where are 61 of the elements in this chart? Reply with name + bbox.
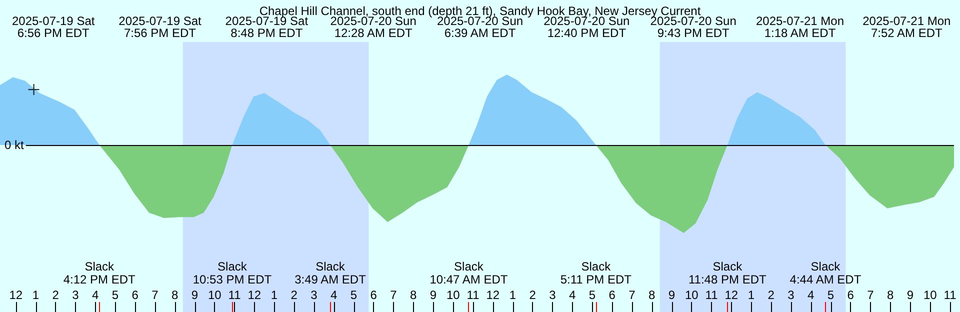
x-tick-label: 2: [768, 288, 775, 302]
x-tick-label: 10: [923, 288, 938, 302]
x-tick-label: 7: [867, 288, 874, 302]
x-tick-label: 5: [588, 288, 596, 302]
x-tick-label: 5: [112, 288, 119, 302]
x-tick-label: 6: [132, 288, 139, 302]
x-tick-label: 9: [668, 288, 676, 302]
x-tick-label: 3: [549, 288, 556, 302]
x-tick-label: 9: [430, 288, 437, 302]
x-tick-label: 4: [569, 288, 576, 302]
x-tick-label: 3: [310, 288, 318, 302]
ref-line-label: Slack 10:53 PM EDT: [192, 260, 272, 286]
text: 2025-07-19 Sat 6:56 PM EDT: [12, 14, 96, 40]
ref-line-label: Slack 4:44 AM EDT: [790, 260, 862, 286]
x-tick-label: 4: [330, 288, 338, 302]
x-tick-label: 6: [608, 288, 616, 302]
x-tick-label: 8: [172, 288, 179, 302]
x-tick-label: 12: [9, 288, 23, 302]
text: 2025-07-21 Mon 7:52 AM EDT: [862, 14, 951, 40]
x-tick-label: 11: [944, 288, 957, 302]
text: 2025-07-19 Sat 7:56 PM EDT: [118, 14, 202, 40]
x-tick-label: 10: [446, 288, 460, 302]
x-tick-label: 8: [887, 288, 894, 302]
x-tick-label: 12: [486, 288, 500, 302]
x-tick-label: 1: [509, 288, 516, 302]
ref-line-label: Slack 3:49 AM EDT: [294, 260, 367, 286]
x-tick-label: 10: [684, 288, 699, 302]
x-tick-label: 4: [92, 288, 100, 302]
x-tick-label: 8: [410, 288, 418, 302]
chart-title: Chapel Hill Channel, south end (depth 21 ft), Sandy Hook Bay, New Jersey Current: [259, 4, 702, 18]
x-tick-label: 3: [788, 288, 795, 302]
ref-line-label: Slack 10:47 AM EDT: [430, 260, 508, 286]
x-tick-label: 12: [724, 288, 738, 302]
x-tick-label: 1: [270, 288, 278, 302]
x-tick-label: 2: [52, 288, 60, 302]
x-tick-label: 7: [390, 288, 398, 302]
x-tick-label: 1: [32, 288, 40, 302]
x-tick-label: 4: [808, 288, 815, 302]
x-tick-label: 12: [248, 288, 262, 302]
x-tick-label: 2: [529, 288, 536, 302]
ref-line-label: Slack 11:48 PM EDT: [688, 260, 767, 286]
x-tick-label: 6: [370, 288, 378, 302]
ref-line-label: 0 kt: [4, 138, 24, 152]
ref-line-label: Slack 5:11 PM EDT: [560, 260, 632, 286]
x-tick-label: 8: [648, 288, 656, 302]
x-tick-label: 2: [290, 288, 298, 302]
x-tick-label: 11: [705, 288, 718, 302]
ref-line-label: Slack 4:12 PM EDT: [63, 260, 136, 286]
x-tick-label: 3: [72, 288, 80, 302]
x-tick-label: 9: [191, 288, 198, 302]
x-tick-label: 5: [827, 288, 834, 302]
x-tick-label: 5: [350, 288, 358, 302]
x-tick-label: 11: [228, 288, 242, 302]
x-tick-label: 1: [748, 288, 755, 302]
x-tick-label: 7: [152, 288, 159, 302]
x-tick-label: 9: [906, 288, 914, 302]
x-tick-label: 11: [466, 288, 480, 302]
x-tick-label: 10: [208, 288, 222, 302]
x-tick-label: 7: [628, 288, 636, 302]
x-tick-label: 6: [847, 288, 854, 302]
text: 2025-07-21 Mon 1:18 AM EDT: [756, 14, 844, 40]
